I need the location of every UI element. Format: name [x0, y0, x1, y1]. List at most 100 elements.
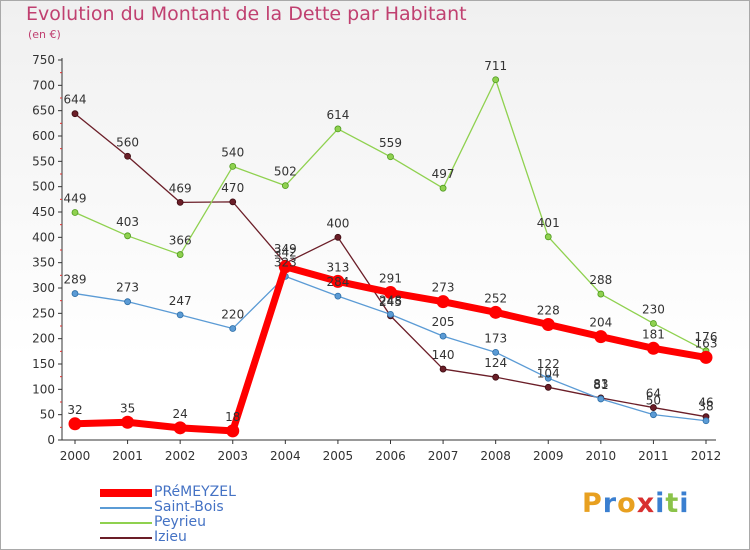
- data-label: 289: [64, 273, 87, 287]
- logo-letter: i: [679, 488, 690, 519]
- data-point: [334, 125, 342, 133]
- y-tick-label: 200: [32, 332, 55, 346]
- data-point: [594, 330, 608, 344]
- data-label: 248: [379, 293, 402, 307]
- data-point: [229, 162, 237, 170]
- data-label: 291: [379, 272, 402, 286]
- data-point: [173, 421, 187, 435]
- data-label: 349: [274, 242, 297, 256]
- data-label: 50: [646, 394, 661, 408]
- data-label: 38: [698, 400, 713, 414]
- data-point: [229, 198, 237, 206]
- data-point: [387, 153, 394, 161]
- x-tick-label: 2009: [533, 449, 564, 463]
- data-point: [71, 290, 79, 297]
- data-point: [384, 286, 397, 300]
- y-tick-label: 350: [32, 256, 55, 270]
- y-tick-label: 50: [40, 408, 55, 422]
- y-tick-label: 450: [32, 205, 55, 219]
- x-tick-label: 2006: [375, 449, 406, 463]
- data-point: [492, 76, 500, 84]
- data-label: 401: [537, 216, 560, 230]
- x-tick-label: 2002: [165, 449, 196, 463]
- data-label: 540: [221, 145, 244, 159]
- y-tick-label: 0: [47, 433, 55, 447]
- data-label: 247: [169, 294, 192, 308]
- data-label: 273: [116, 281, 139, 295]
- x-tick-label: 2005: [323, 449, 354, 463]
- x-tick-label: 2011: [638, 449, 669, 463]
- data-point: [646, 341, 660, 355]
- data-label: 273: [432, 281, 455, 295]
- data-label: 252: [484, 291, 507, 305]
- data-label: 559: [379, 136, 402, 150]
- data-label: 220: [221, 308, 244, 322]
- y-tick-label: 650: [32, 104, 55, 118]
- data-label: 403: [116, 215, 139, 229]
- x-tick-label: 2004: [270, 449, 301, 463]
- data-point: [229, 325, 237, 332]
- y-tick-label: 100: [32, 382, 55, 396]
- data-label: 711: [484, 59, 507, 73]
- data-point: [597, 290, 605, 298]
- legend-swatch: [100, 489, 152, 497]
- data-point: [544, 374, 552, 382]
- data-point: [334, 233, 342, 241]
- data-label: 163: [695, 336, 718, 350]
- x-tick-label: 2010: [586, 449, 617, 463]
- data-point: [699, 350, 713, 364]
- data-label: 83: [593, 377, 608, 391]
- logo-letter: x: [636, 488, 656, 519]
- logo-letter: t: [665, 488, 680, 519]
- data-label: 81: [593, 378, 608, 392]
- data-label: 140: [432, 348, 455, 362]
- series-layer: [68, 76, 713, 438]
- data-label: 502: [274, 165, 297, 179]
- x-tick-label: 2012: [691, 449, 722, 463]
- data-point: [650, 320, 657, 327]
- data-label: 122: [537, 357, 560, 371]
- data-point: [544, 383, 552, 391]
- data-label: 64: [646, 387, 661, 401]
- data-point: [176, 251, 184, 258]
- data-label: 24: [173, 407, 188, 421]
- data-label: 181: [642, 327, 665, 341]
- data-label: 323: [274, 255, 297, 269]
- proxiti-logo: Proxiti: [582, 488, 690, 519]
- data-point: [176, 311, 184, 319]
- chart-axes: 0501001502002503003504004505005506006507…: [32, 53, 721, 463]
- data-label: 245: [379, 295, 402, 309]
- data-label: 497: [432, 167, 455, 181]
- logo-letter: i: [655, 488, 666, 519]
- data-point: [226, 424, 240, 438]
- data-label: 32: [67, 403, 82, 417]
- data-point: [597, 395, 605, 403]
- data-point: [71, 209, 79, 216]
- data-point: [176, 198, 184, 206]
- data-point: [334, 292, 342, 300]
- data-point: [278, 260, 292, 274]
- legend-swatch: [100, 537, 152, 539]
- data-label: 400: [326, 216, 349, 230]
- data-label: 614: [326, 108, 349, 122]
- data-label: 288: [589, 273, 612, 287]
- legend-label: Saint-Bois: [154, 499, 224, 515]
- legend-swatch: [100, 522, 152, 524]
- y-tick-label: 400: [32, 230, 55, 244]
- logo-letter: P: [582, 488, 603, 519]
- data-point: [124, 152, 131, 160]
- data-point: [439, 365, 447, 373]
- data-label: 470: [221, 181, 244, 195]
- x-tick-label: 2007: [428, 449, 459, 463]
- legend-label: Izieu: [154, 529, 187, 545]
- data-label: 204: [589, 316, 612, 330]
- data-label: 342: [274, 246, 297, 260]
- data-labels-layer: 644 560 469 470 349 400 245 140 124 104 83 64 46 449 4…: [64, 59, 718, 424]
- data-label: 124: [484, 356, 507, 370]
- data-label: 228: [537, 303, 560, 317]
- data-label: 173: [484, 331, 507, 345]
- data-point: [492, 348, 500, 356]
- data-point: [650, 411, 657, 419]
